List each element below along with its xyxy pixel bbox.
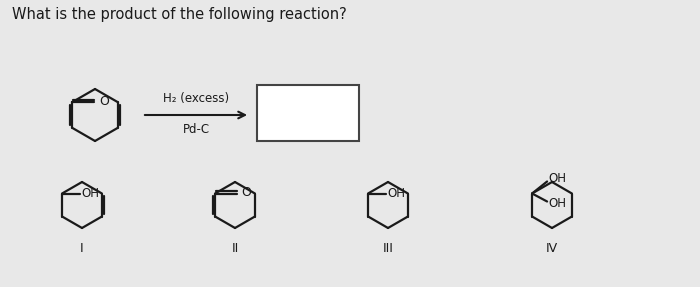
- Text: I: I: [80, 243, 84, 255]
- Text: OH: OH: [387, 187, 405, 200]
- Text: H₂ (excess): H₂ (excess): [163, 92, 229, 104]
- Text: OH: OH: [81, 187, 99, 200]
- Text: O: O: [99, 94, 109, 108]
- Text: III: III: [383, 243, 393, 255]
- Text: OH: OH: [548, 172, 566, 185]
- Text: IV: IV: [546, 243, 558, 255]
- Text: Pd-C: Pd-C: [183, 123, 209, 135]
- Bar: [257, 85, 359, 141]
- Text: II: II: [232, 243, 239, 255]
- Text: What is the product of the following reaction?: What is the product of the following rea…: [12, 7, 346, 22]
- Text: O: O: [241, 186, 251, 199]
- Text: OH: OH: [548, 197, 566, 210]
